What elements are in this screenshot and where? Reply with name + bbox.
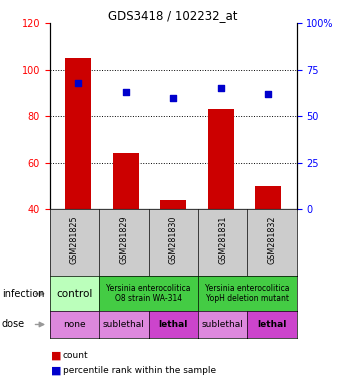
Text: GSM281825: GSM281825 — [70, 215, 79, 264]
Bar — [208, 109, 234, 209]
Text: GSM281830: GSM281830 — [169, 215, 178, 264]
Title: GDS3418 / 102232_at: GDS3418 / 102232_at — [108, 9, 238, 22]
Point — [170, 94, 176, 101]
Text: lethal: lethal — [257, 320, 287, 329]
Bar — [255, 186, 281, 209]
Bar — [113, 154, 139, 209]
Point — [265, 91, 271, 97]
Text: dose: dose — [2, 319, 25, 329]
Text: infection: infection — [2, 289, 44, 299]
Point — [123, 89, 129, 95]
Text: control: control — [56, 289, 93, 299]
Text: percentile rank within the sample: percentile rank within the sample — [63, 366, 216, 375]
Text: GSM281831: GSM281831 — [218, 215, 227, 264]
Text: GSM281832: GSM281832 — [268, 215, 276, 264]
Text: GSM281829: GSM281829 — [119, 215, 128, 264]
Text: ■: ■ — [51, 366, 62, 376]
Text: ■: ■ — [51, 350, 62, 360]
Text: sublethal: sublethal — [103, 320, 145, 329]
Bar — [65, 58, 91, 209]
Bar — [160, 200, 186, 209]
Point — [218, 85, 223, 91]
Text: count: count — [63, 351, 88, 360]
Text: sublethal: sublethal — [202, 320, 244, 329]
Text: Yersinia enterocolitica
O8 strain WA-314: Yersinia enterocolitica O8 strain WA-314 — [106, 284, 191, 303]
Point — [75, 79, 81, 86]
Text: Yersinia enterocolitica
YopH deletion mutant: Yersinia enterocolitica YopH deletion mu… — [205, 284, 289, 303]
Text: none: none — [63, 320, 86, 329]
Text: lethal: lethal — [158, 320, 188, 329]
